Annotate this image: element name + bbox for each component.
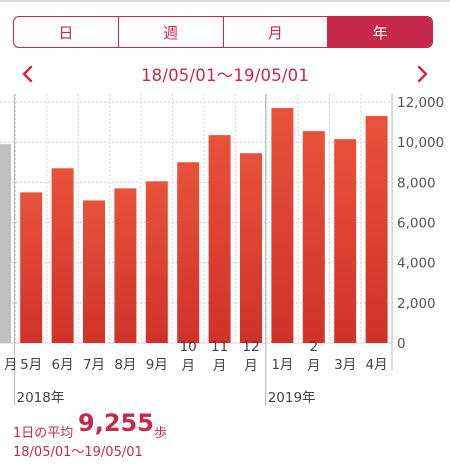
x-tick-label: 8月	[114, 357, 136, 373]
bar	[177, 162, 200, 343]
y-tick-label: 8,000	[397, 175, 436, 191]
bar	[271, 108, 294, 344]
bar	[334, 139, 357, 343]
year-label: 2018年	[17, 390, 65, 406]
date-range-title: 18/05/01〜19/05/01	[140, 66, 310, 85]
bar	[208, 135, 231, 343]
x-tick-label: 9月	[146, 357, 168, 373]
chevron-left-icon	[22, 65, 33, 83]
average-value: 9,255	[78, 409, 154, 437]
top-divider	[0, 0, 450, 2]
x-tick-label: 月	[307, 358, 321, 374]
bar	[83, 200, 105, 343]
segment-month[interactable]: 月	[224, 17, 329, 47]
bar	[240, 153, 262, 343]
bar	[145, 181, 168, 343]
y-tick-label: 10,000	[397, 135, 444, 151]
y-tick-label: 4,000	[397, 256, 436, 272]
period-segmented-control: 日 週 月 年	[13, 16, 433, 48]
x-tick-label: 12	[242, 339, 259, 355]
next-period-button[interactable]	[411, 63, 433, 85]
average-unit: 歩	[154, 426, 168, 441]
segment-day[interactable]: 日	[14, 17, 119, 47]
y-tick-label: 0	[397, 336, 406, 352]
y-tick-label: 12,000	[397, 95, 444, 111]
segment-year[interactable]: 年	[328, 17, 432, 47]
x-tick-label: 10	[180, 339, 197, 355]
bar	[20, 192, 43, 343]
x-tick-label: 月	[213, 358, 227, 374]
x-tick-label: 月	[244, 358, 258, 374]
previous-period-button[interactable]	[17, 63, 39, 85]
x-tick-label: 3月	[334, 357, 356, 373]
x-tick-label-partial: 月	[4, 357, 18, 373]
y-tick-label: 6,000	[397, 216, 436, 232]
x-tick-label: 2	[310, 339, 319, 355]
x-tick-label: 月	[181, 358, 195, 374]
x-tick-label: 7月	[83, 357, 105, 373]
x-tick-label: 1月	[271, 357, 293, 373]
x-tick-label: 11	[211, 339, 228, 355]
average-date-range: 18/05/01〜19/05/01	[13, 445, 143, 460]
x-tick-label: 6月	[52, 357, 74, 373]
bar	[51, 168, 74, 343]
segment-week[interactable]: 週	[119, 17, 224, 47]
y-tick-label: 2,000	[397, 296, 436, 312]
x-tick-label: 4月	[366, 357, 388, 373]
bar	[114, 188, 137, 343]
year-label: 2019年	[268, 390, 316, 406]
bar	[365, 116, 388, 343]
average-label: 1日の平均	[13, 426, 74, 441]
bar-partial	[0, 144, 11, 343]
bar	[302, 131, 325, 343]
x-tick-label: 5月	[20, 357, 42, 373]
chevron-right-icon	[417, 65, 428, 83]
